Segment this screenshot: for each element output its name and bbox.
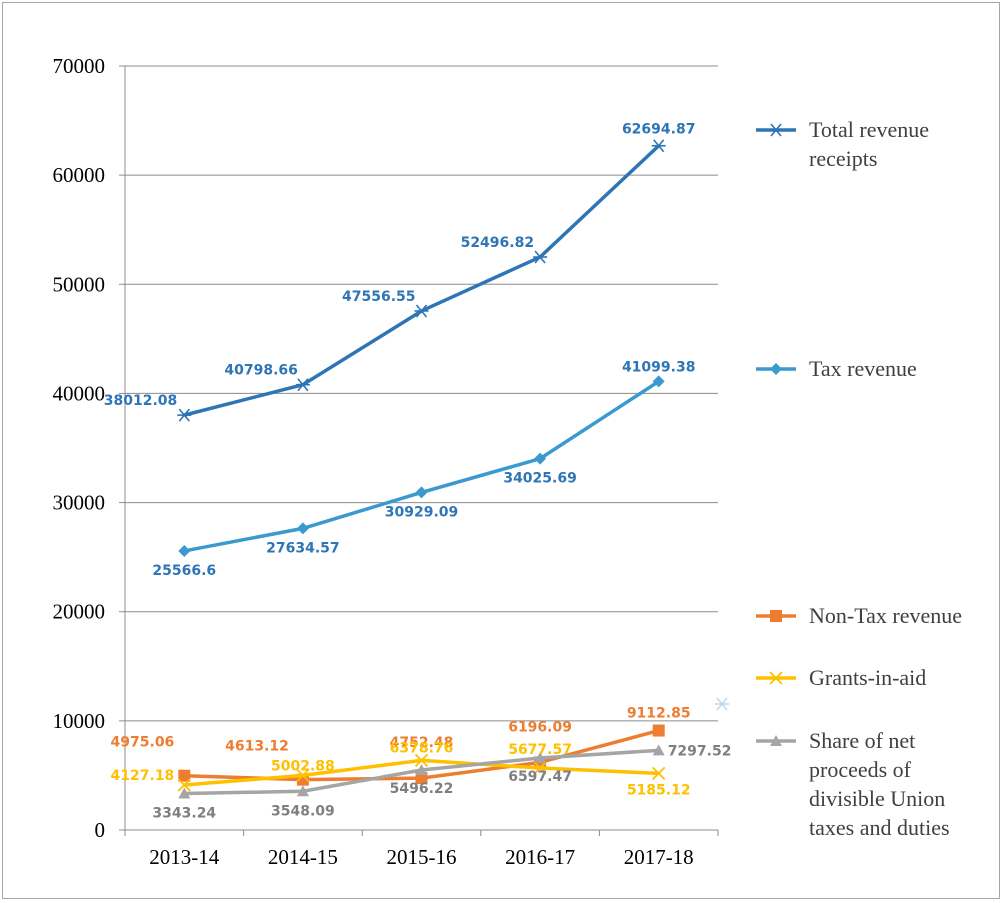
data-label: 3343.24	[152, 806, 216, 822]
legend-item: Tax revenue	[756, 356, 917, 381]
data-labels: 38012.08 40798.66 47556.55 52496.82 62694.87…	[104, 122, 732, 822]
legend-item: Grants-in-aid	[756, 665, 926, 690]
data-label: 5496.22	[390, 781, 454, 797]
data-label: 4975.06	[111, 735, 175, 751]
data-label: 5677.57	[508, 742, 572, 758]
data-label: 3548.09	[271, 803, 335, 819]
legend-item: Share of net proceeds of divisible Union ta…	[756, 728, 950, 840]
legend-marker	[770, 610, 782, 622]
x-tick-label: 2013-14	[149, 845, 219, 869]
data-label: 62694.87	[622, 122, 696, 138]
stray-asterisk-marker	[715, 697, 729, 711]
x-tick-label: 2017-18	[624, 845, 694, 869]
data-point	[651, 139, 666, 153]
legend-label: Grants-in-aid	[809, 665, 926, 690]
data-point	[177, 778, 191, 792]
y-tick-label: 20000	[53, 600, 106, 624]
data-point	[533, 761, 547, 775]
legend-label: Share of net	[809, 728, 915, 753]
series-3	[177, 753, 666, 792]
legend: Total revenue receipts Tax revenue Non-Tax …	[756, 117, 962, 840]
legend-marker	[770, 363, 782, 375]
data-label: 27634.57	[266, 540, 340, 556]
y-tick-label: 10000	[53, 709, 106, 733]
legend-item: Non-Tax revenue	[756, 603, 962, 628]
series-1	[178, 375, 665, 557]
legend-label: proceeds of	[809, 757, 912, 782]
data-point	[296, 768, 310, 783]
data-label: 52496.82	[461, 235, 535, 251]
data-label: 38012.08	[104, 393, 178, 409]
data-label: 7297.52	[668, 743, 732, 759]
data-label: 4613.12	[225, 739, 289, 755]
data-point	[178, 544, 191, 557]
data-point	[296, 522, 309, 535]
data-label: 4752.48	[390, 735, 454, 751]
data-point	[652, 766, 666, 781]
data-label: 6196.09	[508, 719, 572, 735]
legend-label: Total revenue	[809, 117, 929, 142]
data-label: 4127.18	[111, 768, 175, 784]
legend-label: Tax revenue	[809, 356, 917, 381]
data-point	[415, 764, 428, 776]
legend-label: divisible Union	[809, 786, 945, 811]
axes	[119, 65, 719, 836]
data-label: 5002.88	[271, 758, 335, 774]
data-label: 30929.09	[385, 504, 459, 520]
data-label: 41099.38	[622, 359, 696, 375]
data-label: 40798.66	[224, 363, 298, 379]
series-0	[177, 139, 666, 422]
legend-label: receipts	[809, 146, 877, 171]
data-point	[534, 452, 547, 465]
gridlines	[125, 65, 718, 722]
x-axis-tick-labels: 2013-14 2014-15 2015-16 2016-17 2017-18	[149, 845, 693, 869]
data-point	[534, 751, 547, 763]
x-tick-label: 2015-16	[387, 845, 457, 869]
legend-marker	[769, 671, 783, 685]
series-4	[178, 744, 665, 799]
data-point	[178, 787, 191, 799]
data-label: 6378.76	[390, 740, 454, 756]
data-point	[414, 304, 429, 318]
data-point	[177, 408, 192, 422]
data-label: 25566.6	[152, 563, 216, 579]
legend-marker	[770, 735, 782, 746]
data-label: 6597.47	[508, 769, 572, 785]
data-label: 47556.55	[342, 289, 416, 305]
data-point	[178, 769, 191, 782]
data-point	[414, 753, 429, 768]
data-point	[652, 724, 665, 737]
data-point	[415, 486, 428, 499]
y-axis-tick-labels: 0 10000 20000 30000 40000 50000 60000 70000	[53, 54, 106, 842]
data-point	[652, 375, 665, 388]
x-tick-label: 2014-15	[268, 845, 338, 869]
data-point	[533, 250, 548, 264]
legend-label: taxes and duties	[809, 815, 950, 840]
data-point	[295, 378, 310, 392]
y-tick-label: 30000	[53, 491, 106, 515]
legend-item: Total revenue receipts	[756, 117, 929, 171]
data-point	[296, 785, 309, 797]
data-label: 5185.12	[627, 782, 691, 798]
data-point	[415, 772, 428, 785]
legend-label: Non-Tax revenue	[809, 603, 962, 628]
data-label: 9112.85	[627, 706, 691, 722]
y-tick-label: 40000	[53, 381, 106, 405]
x-tick-label: 2016-17	[505, 845, 575, 869]
y-tick-label: 50000	[53, 272, 106, 296]
data-point	[652, 744, 665, 756]
series-line	[183, 379, 660, 553]
y-tick-label: 0	[95, 818, 106, 842]
y-tick-label: 70000	[53, 54, 106, 78]
series-layer	[177, 139, 666, 799]
data-label: 34025.69	[503, 471, 577, 487]
y-tick-label: 60000	[53, 163, 106, 187]
legend-marker	[769, 123, 783, 137]
